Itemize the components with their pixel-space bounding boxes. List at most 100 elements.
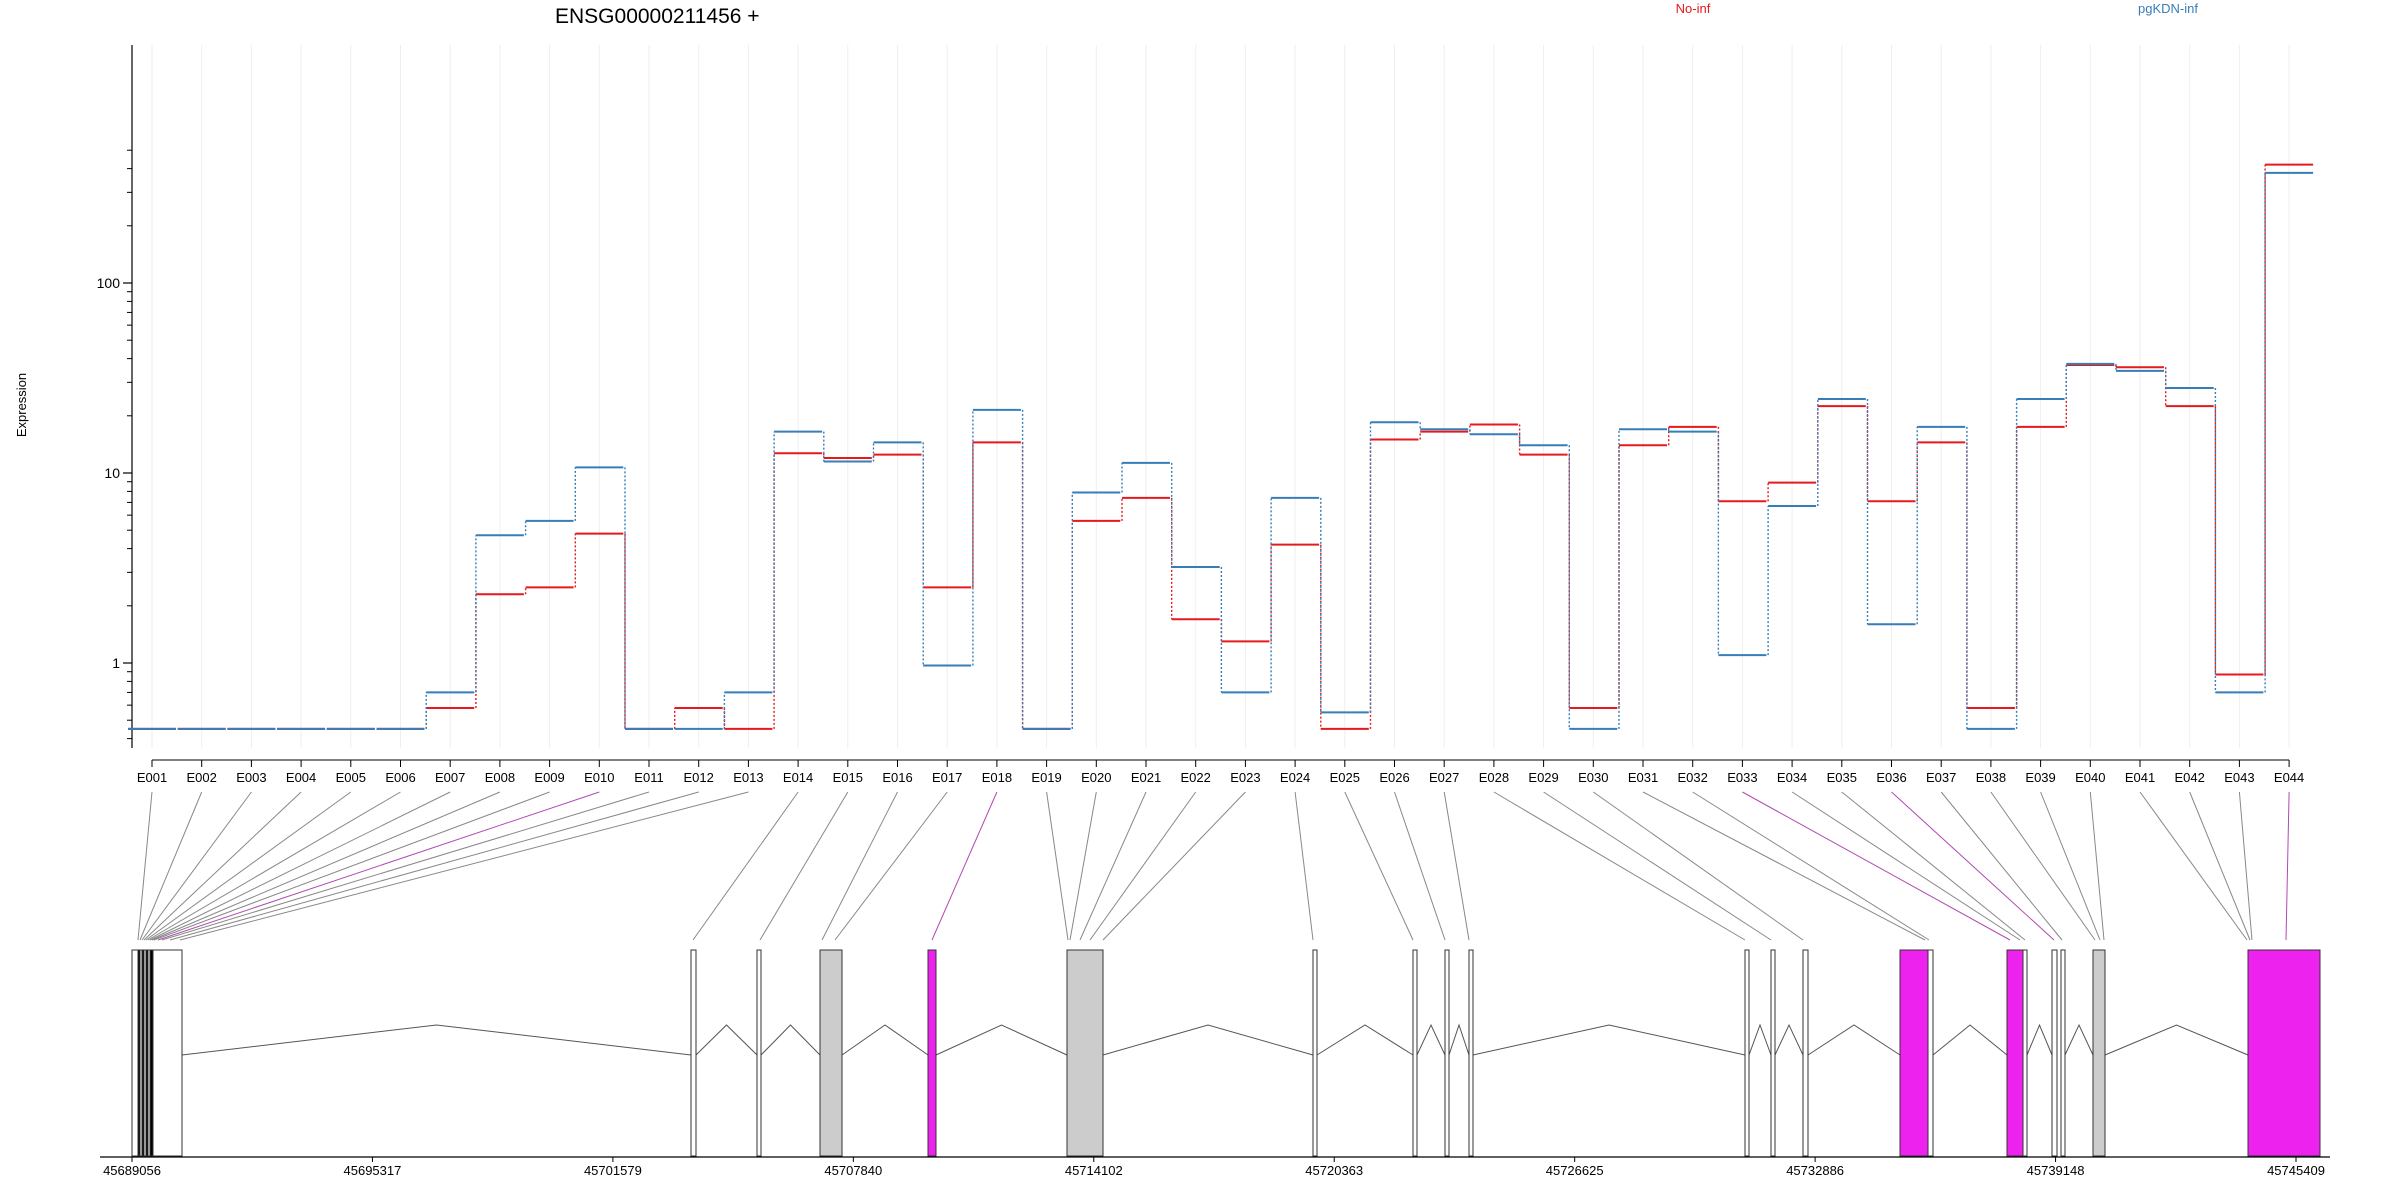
x-tick-label: E002 <box>187 770 217 785</box>
x-tick-label: E015 <box>833 770 863 785</box>
exon-block <box>1312 949 1318 1157</box>
exon-connector-line <box>1990 791 2096 941</box>
x-tick-label: E037 <box>1926 770 1956 785</box>
exon-block <box>2022 949 2028 1157</box>
exon-connector-line <box>1294 791 1314 941</box>
x-tick-label: E013 <box>733 770 763 785</box>
exon-block <box>1927 949 1934 1157</box>
x-tick-label: E018 <box>982 770 1012 785</box>
y-axis: 1 10 100 <box>97 45 133 748</box>
exon-connector-line <box>169 791 699 941</box>
exon-connector-line <box>1642 791 1926 941</box>
chart-title: ENSG00000211456 + <box>555 5 760 28</box>
x-tick-label: E028 <box>1479 770 1509 785</box>
exon-block <box>1744 949 1750 1157</box>
exon-connector-line <box>1543 791 1772 941</box>
intron-line <box>1472 1024 1746 1056</box>
exon-block <box>1770 949 1776 1157</box>
exon-block <box>141 949 145 1157</box>
x-tick-label: E034 <box>1777 770 1807 785</box>
exon-connector-line <box>2238 791 2253 941</box>
x-tick-label: E042 <box>2175 770 2205 785</box>
x-tick-label: E006 <box>385 770 415 785</box>
exon-connector-line <box>2089 791 2105 941</box>
exon-block <box>1412 949 1418 1157</box>
exon-connector-line <box>157 791 600 941</box>
exon-connector-line <box>931 791 998 941</box>
exon-connector-line <box>179 791 749 941</box>
exon-connector-line <box>1344 791 1414 941</box>
exon-connector-line <box>834 791 948 941</box>
x-tick-label: E021 <box>1131 770 1161 785</box>
exon-block <box>2060 949 2066 1157</box>
x-tick-label: E044 <box>2274 770 2304 785</box>
exon-connector-line <box>141 791 252 941</box>
x-tick-label: E041 <box>2125 770 2155 785</box>
x-tick-label: E011 <box>634 770 663 785</box>
x-tick-label: E022 <box>1181 770 1211 785</box>
x-tick-label: E043 <box>2224 770 2254 785</box>
exon-connector-line <box>759 791 849 941</box>
x-tick-label: E035 <box>1827 770 1857 785</box>
intron-line <box>1102 1024 1314 1056</box>
intron-line <box>2026 1023 2053 1056</box>
intron-line <box>1807 1024 1901 1056</box>
exon-connector-line <box>1692 791 1930 941</box>
x-tick-label: E027 <box>1429 770 1459 785</box>
genome-axis-label: 45720363 <box>1305 1163 1363 1178</box>
x-tick-label: E039 <box>2025 770 2055 785</box>
x-tick-label: E025 <box>1330 770 1360 785</box>
exon-block <box>2092 949 2106 1157</box>
y-tick-label: 10 <box>104 465 120 481</box>
genome-axis-label: 45707840 <box>824 1163 882 1178</box>
x-tick-label: E012 <box>684 770 714 785</box>
x-tick-label: E010 <box>584 770 614 785</box>
intron-line <box>181 1024 692 1056</box>
exon-connector-line <box>137 791 153 941</box>
y-tick-label: 1 <box>112 655 120 671</box>
x-tick-label: E003 <box>236 770 266 785</box>
genome-axis-label: 45745409 <box>2267 1163 2325 1178</box>
intron-line <box>695 1024 758 1056</box>
x-tick-label: E005 <box>336 770 366 785</box>
exon-connector-line <box>2285 791 2290 941</box>
series-pgkdn-inf <box>128 171 2314 730</box>
x-tick-label: E031 <box>1628 770 1658 785</box>
intron-line <box>841 1024 929 1056</box>
exon-block <box>819 949 843 1157</box>
exon-block <box>1444 949 1450 1157</box>
exon-block <box>690 949 697 1157</box>
intron-line <box>1448 1023 1470 1056</box>
grid-lines <box>151 45 2290 748</box>
exon-connector-line <box>1891 791 2055 941</box>
exon-block <box>1802 949 1809 1157</box>
intron-line <box>1932 1024 2008 1056</box>
gene-model-track <box>131 949 2321 1157</box>
exon-connector-line <box>139 791 203 941</box>
intron-line <box>2064 1023 2094 1056</box>
genome-axis-label: 45695317 <box>344 1163 402 1178</box>
x-tick-label: E040 <box>2075 770 2105 785</box>
exon-connector-line <box>153 791 550 941</box>
exon-block <box>1899 949 1929 1157</box>
genome-axis-label: 45726625 <box>1546 1163 1604 1178</box>
x-tick-label: E016 <box>882 770 912 785</box>
exon-connector-line <box>147 791 401 941</box>
x-tick-label: E026 <box>1379 770 1409 785</box>
x-tick-label: E001 <box>137 770 167 785</box>
exon-block <box>145 949 149 1157</box>
intron-line <box>1316 1024 1414 1056</box>
x-tick-label: E020 <box>1081 770 1111 785</box>
exon-connector-line <box>151 791 501 941</box>
exon-connector-line <box>1069 791 1097 941</box>
y-axis-label: Expression <box>14 373 29 437</box>
exon-block <box>137 949 141 1157</box>
exon-block <box>2006 949 2024 1157</box>
genomic-coordinate-axis: 45689056 45695317 45701579 45707840 45714102… <box>100 1156 2330 1178</box>
x-tick-label: E017 <box>932 770 962 785</box>
x-tick-label: E008 <box>485 770 515 785</box>
y-tick-label: 100 <box>97 275 121 291</box>
exon-connector-line <box>1079 791 1147 941</box>
x-tick-label: E029 <box>1528 770 1558 785</box>
